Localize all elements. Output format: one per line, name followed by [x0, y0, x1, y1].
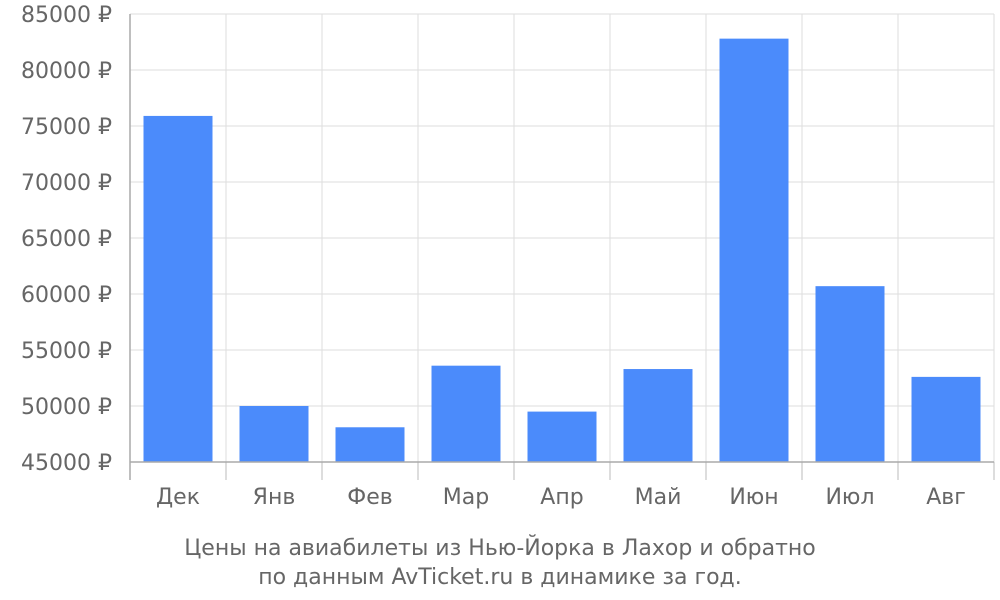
x-tick-label: Апр	[540, 485, 583, 510]
x-tick-label: Июл	[825, 485, 874, 510]
x-tick-label: Дек	[156, 485, 200, 510]
bar	[815, 286, 885, 462]
bar	[239, 406, 309, 462]
axes	[129, 14, 995, 480]
bar	[527, 411, 597, 462]
bar	[431, 365, 501, 462]
x-tick-labels: Дек Янв Фев Мар Апр Май Июн Июл Авг	[156, 485, 966, 510]
x-tick-label: Янв	[253, 485, 296, 510]
y-tick-label: 80000 ₽	[21, 59, 112, 84]
x-tick-label: Авг	[926, 485, 966, 510]
x-tick-label: Май	[635, 485, 682, 510]
y-tick-label: 45000 ₽	[21, 451, 112, 476]
y-tick-label: 55000 ₽	[21, 339, 112, 364]
y-tick-label: 50000 ₽	[21, 395, 112, 420]
bar	[719, 38, 789, 462]
grid-lines	[129, 13, 995, 463]
bar	[143, 115, 213, 463]
y-tick-label: 70000 ₽	[21, 171, 112, 196]
bar	[335, 427, 405, 462]
y-tick-label: 75000 ₽	[21, 115, 112, 140]
x-tick-label: Июн	[729, 485, 778, 510]
chart-caption-line-2: по данным AvTicket.ru в динамике за год.	[258, 565, 742, 590]
x-tick-label: Мар	[443, 485, 489, 510]
bars	[143, 38, 981, 463]
bar	[911, 376, 981, 462]
y-tick-label: 65000 ₽	[21, 227, 112, 252]
bar	[623, 369, 693, 462]
chart-caption-line-1: Цены на авиабилеты из Нью-Йорка в Лахор …	[184, 535, 816, 561]
y-tick-label: 85000 ₽	[21, 3, 112, 28]
y-tick-label: 60000 ₽	[21, 283, 112, 308]
x-tick-label: Фев	[347, 485, 392, 510]
y-tick-labels: 45000 ₽ 50000 ₽ 55000 ₽ 60000 ₽ 65000 ₽ 70000…	[21, 3, 112, 476]
